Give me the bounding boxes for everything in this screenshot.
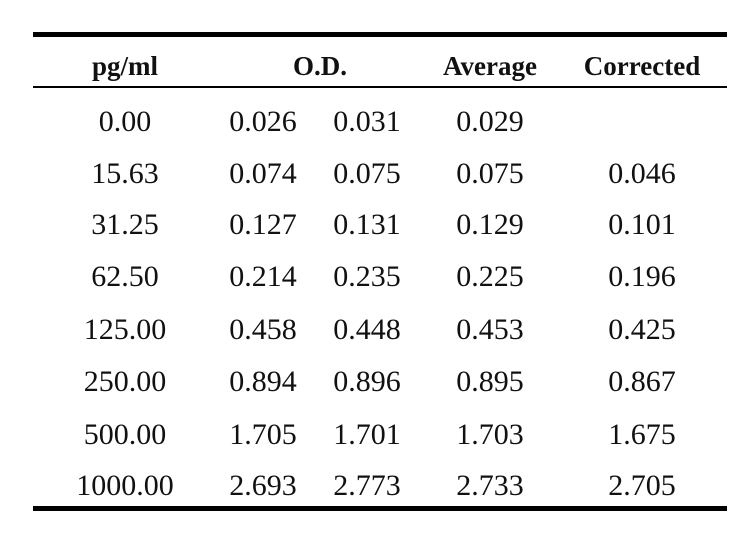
header-corrected: Corrected xyxy=(583,51,701,81)
cell-od-1: 0.074 xyxy=(229,157,297,190)
cell-concentration: 1000.00 xyxy=(76,469,174,502)
cell-od-1: 1.705 xyxy=(229,418,297,451)
cell-corrected: 0.425 xyxy=(608,313,676,346)
cell-average: 1.703 xyxy=(456,418,524,451)
cell-od-1: 2.693 xyxy=(229,469,297,502)
cell-concentration: 0.00 xyxy=(98,105,152,138)
header-average: Average xyxy=(443,51,537,81)
cell-concentration: 62.50 xyxy=(91,260,159,293)
cell-corrected: 2.705 xyxy=(608,469,676,502)
cell-od-2: 1.701 xyxy=(333,418,401,451)
cell-average: 0.453 xyxy=(456,313,524,346)
cell-concentration: 125.00 xyxy=(83,313,167,346)
bottom-rule xyxy=(33,506,727,511)
header-rule xyxy=(33,86,727,88)
cell-od-2: 0.896 xyxy=(333,365,401,398)
cell-od-1: 0.214 xyxy=(229,260,297,293)
cell-concentration: 15.63 xyxy=(91,157,159,190)
header-od: O.D. xyxy=(293,51,347,81)
cell-concentration: 250.00 xyxy=(83,365,167,398)
cell-od-1: 0.026 xyxy=(229,105,297,138)
cell-od-1: 0.458 xyxy=(229,313,297,346)
cell-od-2: 0.235 xyxy=(333,260,401,293)
cell-average: 0.075 xyxy=(456,157,524,190)
header-concentration: pg/ml xyxy=(91,51,158,81)
cell-od-1: 0.894 xyxy=(229,365,297,398)
cell-average: 0.225 xyxy=(456,260,524,293)
cell-od-2: 0.448 xyxy=(333,313,401,346)
cell-od-1: 0.127 xyxy=(229,208,297,241)
cell-average: 0.895 xyxy=(456,365,524,398)
cell-corrected: 1.675 xyxy=(608,418,676,451)
cell-concentration: 500.00 xyxy=(83,418,167,451)
cell-od-2: 0.031 xyxy=(333,105,401,138)
cell-corrected: 0.196 xyxy=(608,260,676,293)
cell-average: 2.733 xyxy=(456,469,524,502)
cell-average: 0.029 xyxy=(456,105,524,138)
cell-corrected: 0.046 xyxy=(608,157,676,190)
cell-concentration: 31.25 xyxy=(91,208,159,241)
top-rule xyxy=(33,32,727,37)
cell-od-2: 0.131 xyxy=(333,208,401,241)
cell-average: 0.129 xyxy=(456,208,524,241)
cell-corrected: 0.867 xyxy=(608,365,676,398)
cell-od-2: 2.773 xyxy=(333,469,401,502)
cell-corrected: 0.101 xyxy=(608,208,676,241)
cell-od-2: 0.075 xyxy=(333,157,401,190)
